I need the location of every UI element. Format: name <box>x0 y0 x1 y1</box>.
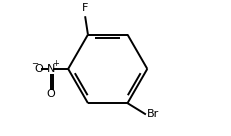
Text: O: O <box>47 89 56 99</box>
Text: −: − <box>31 59 38 68</box>
Text: F: F <box>82 3 88 13</box>
Text: +: + <box>52 59 59 68</box>
Text: O: O <box>34 64 43 74</box>
Text: Br: Br <box>147 109 159 119</box>
Text: N: N <box>47 64 55 74</box>
